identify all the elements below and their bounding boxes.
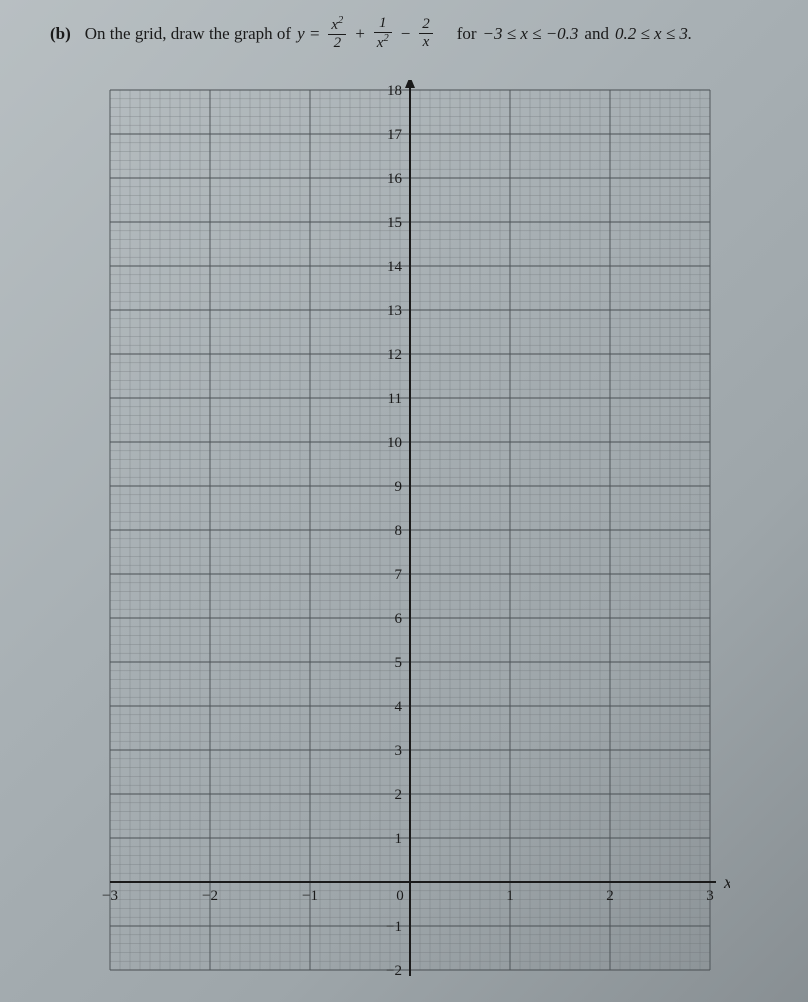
svg-text:3: 3: [395, 743, 403, 759]
part-label: (b): [50, 24, 71, 44]
page-background: (b) On the grid, draw the graph of y = x…: [0, 0, 808, 1002]
op-plus: +: [354, 24, 365, 44]
svg-text:8: 8: [395, 523, 403, 539]
equation-lhs: y =: [297, 24, 320, 44]
question-text: (b) On the grid, draw the graph of y = x…: [50, 16, 768, 51]
graph-grid: −3−2−10123−2−112345678910111213141516171…: [90, 80, 730, 980]
svg-text:2: 2: [395, 787, 403, 803]
svg-text:1: 1: [395, 831, 403, 847]
svg-text:12: 12: [387, 347, 402, 363]
fraction-2: 1 x2: [374, 16, 392, 51]
range-1: −3 ≤ x ≤ −0.3: [483, 24, 579, 44]
svg-text:11: 11: [388, 391, 402, 407]
question-prefix: On the grid, draw the graph of: [85, 24, 291, 44]
svg-text:0: 0: [396, 888, 404, 904]
and-text: and: [584, 24, 609, 44]
svg-text:−2: −2: [386, 963, 402, 979]
svg-text:9: 9: [395, 479, 403, 495]
grid-svg: −3−2−10123−2−112345678910111213141516171…: [90, 80, 730, 980]
fraction-1: x2 2: [328, 16, 346, 51]
svg-text:18: 18: [387, 83, 402, 99]
svg-text:2: 2: [606, 888, 614, 904]
svg-text:6: 6: [395, 611, 403, 627]
svg-text:4: 4: [395, 699, 403, 715]
svg-text:13: 13: [387, 303, 402, 319]
svg-text:16: 16: [387, 171, 403, 187]
svg-text:3: 3: [706, 888, 714, 904]
op-minus: −: [400, 24, 411, 44]
fraction-3: 2 x: [419, 17, 433, 50]
svg-text:17: 17: [387, 127, 403, 143]
svg-text:−2: −2: [202, 888, 218, 904]
svg-text:15: 15: [387, 215, 402, 231]
svg-text:x: x: [723, 872, 730, 892]
svg-text:−1: −1: [386, 919, 402, 935]
svg-text:10: 10: [387, 435, 402, 451]
svg-text:−1: −1: [302, 888, 318, 904]
svg-text:14: 14: [387, 259, 403, 275]
svg-text:1: 1: [506, 888, 514, 904]
range-2: 0.2 ≤ x ≤ 3.: [615, 24, 692, 44]
svg-text:5: 5: [395, 655, 403, 671]
for-text: for: [457, 24, 477, 44]
svg-text:7: 7: [395, 567, 403, 583]
svg-text:−3: −3: [102, 888, 118, 904]
